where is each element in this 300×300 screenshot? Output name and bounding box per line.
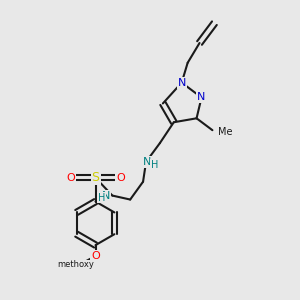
Text: N: N [102, 190, 110, 201]
Text: Me: Me [218, 127, 233, 137]
Text: methoxy: methoxy [57, 260, 94, 269]
Text: H: H [151, 160, 159, 170]
Text: S: S [92, 171, 100, 184]
Text: O: O [66, 173, 75, 183]
Text: N: N [178, 78, 186, 88]
Text: H: H [98, 193, 105, 202]
Text: N: N [197, 92, 206, 103]
Text: O: O [116, 173, 125, 183]
Text: N: N [143, 157, 151, 167]
Text: O: O [91, 251, 100, 261]
